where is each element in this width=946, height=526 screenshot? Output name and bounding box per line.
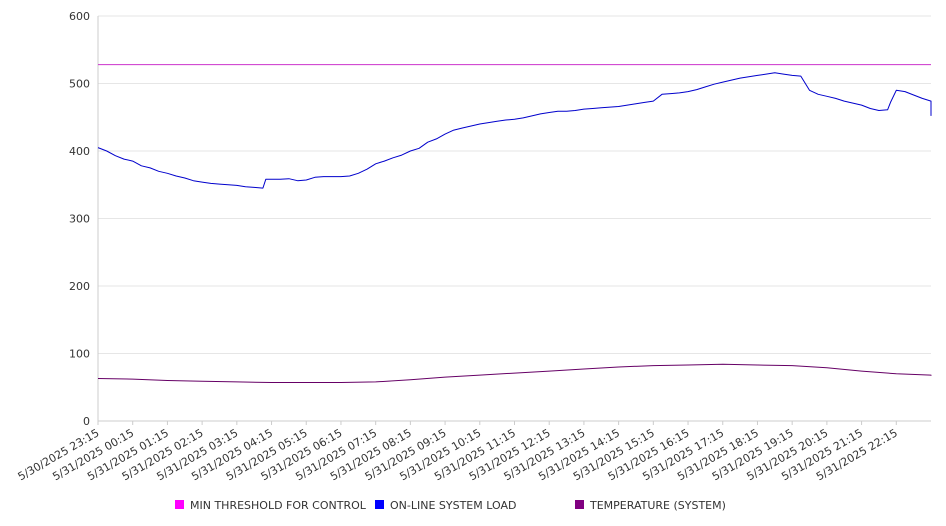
legend-swatch	[175, 500, 184, 509]
y-tick-labels: 0 100 200 300 400 500 600	[69, 10, 90, 428]
y-tick-label: 300	[69, 213, 90, 226]
y-tick-label: 100	[69, 348, 90, 361]
x-tick-labels: 5/30/2025 23:155/31/2025 00:155/31/2025 …	[16, 421, 900, 483]
legend-swatch	[375, 500, 384, 509]
y-tick-label: 500	[69, 78, 90, 91]
series-lines	[97, 64, 932, 383]
y-tick-label: 400	[69, 145, 90, 158]
legend-label[interactable]: TEMPERATURE (SYSTEM)	[589, 499, 726, 512]
grid-lines	[98, 15, 931, 354]
legend-swatch	[575, 500, 584, 509]
series-line-temperature-system	[97, 363, 932, 383]
legend-label[interactable]: ON-LINE SYSTEM LOAD	[390, 499, 516, 512]
series-line-on-line-system-load	[97, 72, 932, 189]
y-tick-label: 0	[83, 415, 90, 428]
y-tick-label: 600	[69, 10, 90, 23]
legend: MIN THRESHOLD FOR CONTROL ON-LINE SYSTEM …	[175, 499, 726, 512]
legend-label[interactable]: MIN THRESHOLD FOR CONTROL	[190, 499, 367, 512]
y-tick-label: 200	[69, 280, 90, 293]
